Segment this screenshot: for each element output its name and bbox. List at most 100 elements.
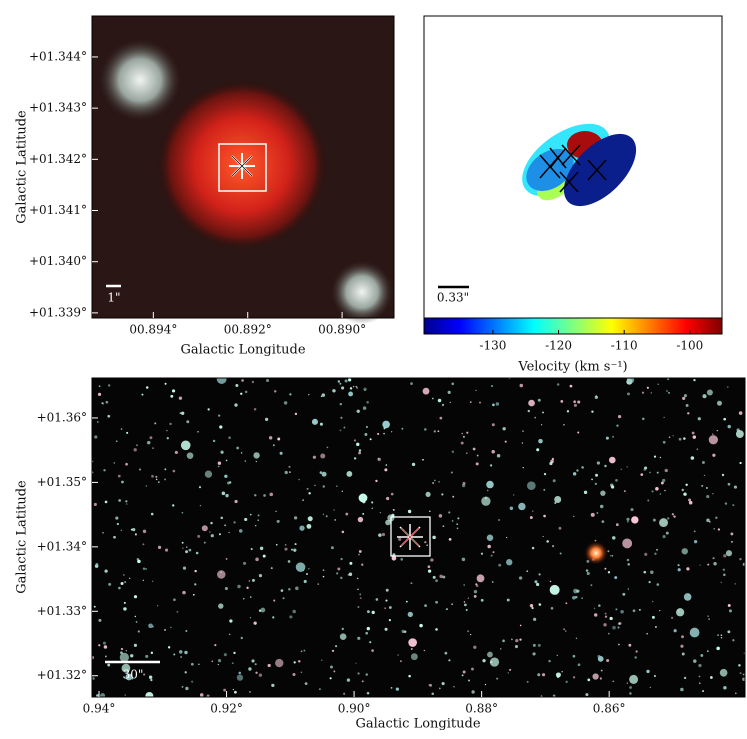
star — [720, 581, 722, 583]
star — [437, 430, 440, 433]
star — [292, 609, 296, 614]
star — [434, 479, 436, 482]
star — [151, 580, 154, 583]
star — [314, 484, 316, 487]
star — [617, 626, 620, 629]
star — [321, 471, 327, 477]
star — [343, 692, 346, 695]
star — [735, 692, 737, 695]
star — [133, 595, 138, 599]
star — [388, 606, 392, 609]
star — [506, 559, 513, 566]
star — [707, 615, 709, 617]
star — [164, 382, 167, 385]
star — [707, 563, 710, 566]
star — [566, 410, 570, 413]
colorbar-tick-label: -110 — [611, 339, 638, 353]
star — [652, 518, 656, 522]
star — [339, 429, 342, 432]
star — [384, 627, 388, 631]
star — [680, 644, 684, 648]
star — [97, 392, 102, 396]
star — [456, 523, 459, 526]
star — [423, 428, 427, 431]
star — [683, 394, 687, 398]
star — [353, 457, 357, 460]
star — [732, 639, 735, 642]
star — [164, 468, 167, 471]
star — [642, 417, 645, 421]
star — [732, 504, 735, 507]
star — [502, 427, 506, 431]
star — [225, 493, 229, 498]
star — [383, 427, 386, 430]
star — [142, 567, 146, 570]
star — [631, 516, 639, 524]
star — [108, 582, 112, 586]
star — [298, 660, 301, 663]
star — [676, 608, 685, 617]
star — [255, 671, 258, 674]
star — [469, 401, 472, 404]
star — [294, 543, 297, 546]
star — [150, 651, 154, 655]
star — [371, 649, 374, 652]
star — [532, 643, 536, 647]
star — [272, 444, 275, 447]
star — [331, 649, 335, 653]
star — [340, 576, 343, 580]
star — [185, 686, 189, 691]
star — [435, 628, 438, 631]
star — [685, 403, 689, 407]
star — [475, 389, 477, 392]
star — [234, 403, 238, 407]
star — [496, 453, 501, 458]
star — [253, 452, 260, 459]
star — [401, 427, 404, 430]
star — [356, 577, 359, 580]
star — [234, 690, 237, 694]
star — [291, 548, 294, 551]
star — [228, 633, 231, 636]
star — [514, 645, 518, 649]
star — [390, 492, 394, 496]
star — [465, 608, 468, 612]
star — [340, 416, 343, 419]
star — [366, 400, 369, 404]
x-tick-label: 00.892° — [224, 323, 272, 337]
star — [612, 680, 614, 683]
star — [284, 543, 287, 546]
star — [271, 683, 275, 687]
star — [531, 546, 535, 550]
star — [572, 676, 576, 679]
star — [486, 489, 489, 492]
star — [210, 521, 213, 525]
star — [439, 416, 443, 420]
star — [400, 660, 402, 663]
star — [635, 650, 638, 653]
star — [422, 387, 430, 395]
star — [467, 630, 470, 633]
star — [711, 433, 714, 435]
star — [384, 607, 387, 610]
star — [224, 474, 228, 478]
star — [699, 564, 701, 566]
star — [284, 547, 288, 551]
star — [100, 693, 106, 697]
y-tick-label: +01.339° — [29, 305, 87, 319]
star — [181, 511, 184, 514]
star — [166, 437, 169, 440]
star — [475, 583, 478, 586]
star — [626, 517, 630, 521]
star — [365, 426, 368, 429]
star — [137, 559, 141, 564]
star — [522, 466, 524, 469]
star — [320, 659, 323, 662]
star — [518, 502, 526, 511]
star — [234, 499, 238, 504]
star — [107, 414, 111, 418]
star — [511, 638, 513, 641]
star — [558, 526, 562, 530]
star — [683, 437, 686, 440]
star — [308, 492, 311, 495]
